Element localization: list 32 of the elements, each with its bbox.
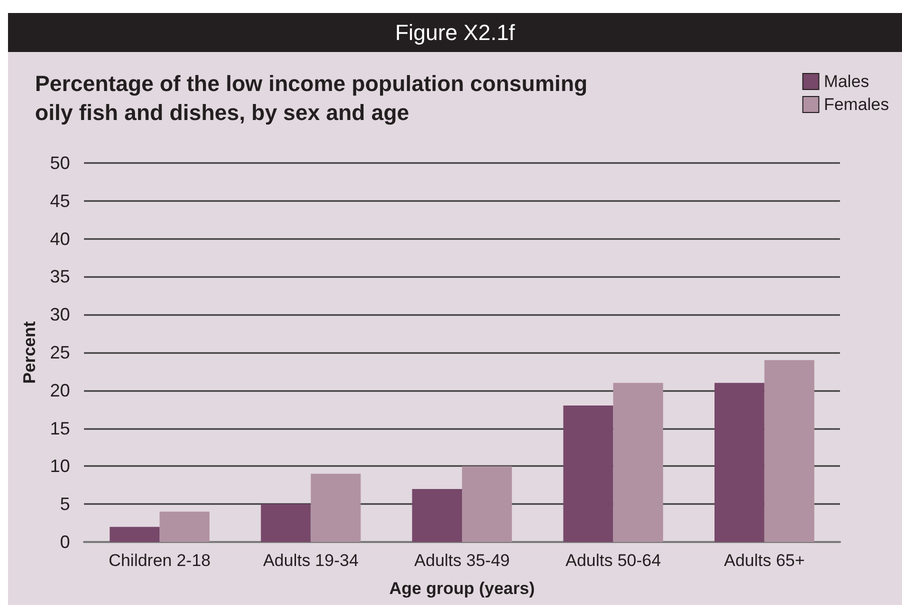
bar: [412, 488, 462, 542]
x-tick-label: Adults 65+: [724, 551, 805, 570]
y-tick-label: 10: [50, 456, 70, 476]
bar: [764, 360, 814, 542]
legend-label: Males: [824, 72, 870, 91]
bar: [563, 406, 614, 542]
bar: [160, 512, 210, 542]
bar: [310, 474, 361, 542]
y-tick-label: 30: [50, 304, 70, 325]
y-tick-label: 0: [60, 532, 70, 552]
x-axis-title: Age group (years): [389, 579, 535, 598]
y-tick-label: 25: [50, 342, 70, 362]
y-tick-label: 20: [50, 380, 70, 400]
y-tick-label: 35: [50, 266, 70, 287]
legend-label: Females: [824, 95, 889, 114]
bar: [462, 466, 512, 542]
y-tick-label: 5: [60, 494, 70, 514]
bar: [613, 382, 664, 542]
y-tick-label: 45: [50, 190, 70, 211]
caption: Figure X2.1f: [8, 13, 902, 52]
x-tick-label: Adults 35-49: [414, 551, 510, 570]
bar: [110, 526, 160, 542]
bar: [714, 382, 764, 542]
x-tick-label: Children 2-18: [108, 551, 211, 570]
x-tick-label: Adults 19-34: [263, 551, 359, 570]
y-axis-title: Percent: [20, 320, 39, 384]
y-tick-label: 40: [50, 228, 70, 249]
x-tick-label: Adults 50-64: [565, 551, 661, 570]
bar: [260, 504, 311, 542]
y-tick-label: 15: [50, 418, 70, 438]
y-tick-label: 50: [50, 153, 70, 173]
chart-title: Percentage of the low income population consuming oily fish and dishes, by sex and age: [35, 71, 594, 125]
